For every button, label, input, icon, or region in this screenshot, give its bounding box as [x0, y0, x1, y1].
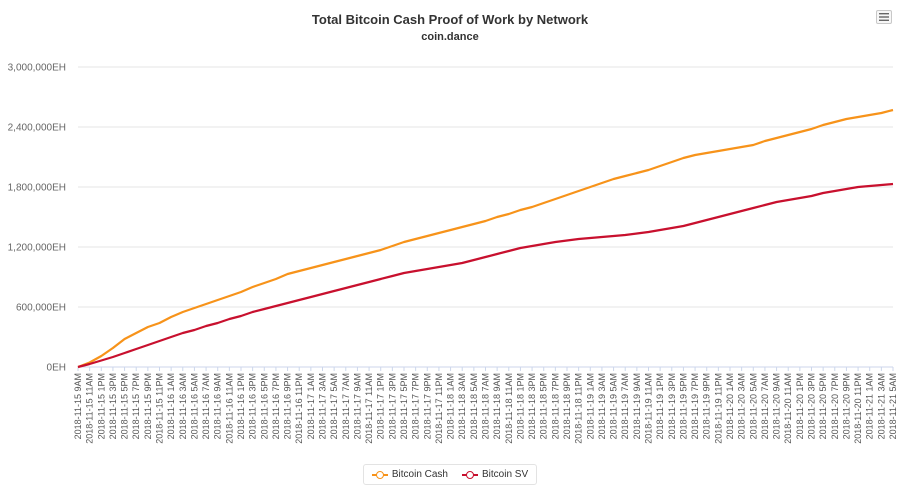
x-tick-label: 2018-11-16 1PM: [236, 373, 246, 439]
x-tick-label: 2018-11-19 11PM: [713, 373, 723, 444]
x-tick-label: 2018-11-19 7AM: [620, 373, 630, 439]
x-tick-label: 2018-11-21 1AM: [865, 373, 875, 439]
x-tick-label: 2018-11-15 9AM: [73, 373, 83, 439]
legend-label: Bitcoin Cash: [391, 469, 448, 480]
x-tick-label: 2018-11-18 9AM: [492, 373, 502, 439]
x-tick-label: 2018-11-17 3PM: [387, 373, 397, 439]
x-tick-label: 2018-11-16 5AM: [189, 373, 199, 439]
grid-lines: [78, 66, 893, 368]
y-tick-label: 2,400,000EH: [8, 123, 66, 134]
chart-menu-button[interactable]: [876, 10, 892, 24]
x-tick-label: 2018-11-20 3AM: [737, 373, 747, 439]
x-tick-label: 2018-11-19 7PM: [690, 373, 700, 439]
x-tick-label: 2018-11-17 7AM: [341, 373, 351, 439]
x-tick-label: 2018-11-18 1PM: [515, 373, 525, 439]
x-tick-label: 2018-11-16 5PM: [259, 373, 269, 439]
y-tick-label: 1,200,000EH: [8, 243, 66, 254]
x-tick-label: 2018-11-20 5PM: [818, 373, 828, 439]
x-tick-label: 2018-11-18 11AM: [504, 373, 514, 444]
x-tick-label: 2018-11-20 7AM: [760, 373, 770, 439]
x-tick-label: 2018-11-16 11PM: [294, 373, 304, 444]
x-tick-label: 2018-11-19 5PM: [678, 373, 688, 439]
x-tick-label: 2018-11-21 3AM: [876, 373, 886, 439]
y-tick-label: 0EH: [47, 363, 66, 374]
x-tick-label: 2018-11-19 11AM: [644, 373, 654, 444]
hamburger-menu-icon: [879, 13, 889, 21]
x-tick-label: 2018-11-18 3AM: [457, 373, 467, 439]
x-tick-label: 2018-11-16 3AM: [178, 373, 188, 439]
x-tick-label: 2018-11-15 11PM: [155, 373, 165, 444]
x-tick-label: 2018-11-17 1PM: [376, 373, 386, 439]
x-tick-label: 2018-11-20 11AM: [783, 373, 793, 444]
x-axis-ticks: 2018-11-15 9AM 2018-11-15 11AM 2018-11-15 …: [73, 367, 898, 444]
legend-label: Bitcoin SV: [482, 469, 529, 480]
x-tick-label: 2018-11-20 1AM: [725, 373, 735, 439]
x-tick-label: 2018-11-20 9AM: [772, 373, 782, 439]
legend-item-bitcoin-sv[interactable]: Bitcoin SV: [462, 469, 528, 480]
x-tick-label: 2018-11-18 9PM: [562, 373, 572, 439]
legend-symbol-icon: [462, 470, 478, 480]
x-tick-label: 2018-11-20 7PM: [830, 373, 840, 439]
legend-symbol-icon: [371, 470, 388, 480]
x-tick-label: 2018-11-19 9PM: [702, 373, 712, 439]
x-tick-label: 2018-11-18 11PM: [574, 373, 584, 444]
x-tick-label: 2018-11-21 5AM: [888, 373, 898, 439]
x-tick-label: 2018-11-15 3PM: [108, 373, 118, 439]
x-tick-label: 2018-11-19 3AM: [597, 373, 607, 439]
x-tick-label: 2018-11-16 3PM: [248, 373, 258, 439]
x-tick-label: 2018-11-19 1PM: [655, 373, 665, 439]
x-tick-label: 2018-11-18 5AM: [469, 373, 479, 439]
series-lines: [77, 108, 894, 369]
x-tick-label: 2018-11-18 5PM: [539, 373, 549, 439]
x-tick-label: 2018-11-18 7PM: [550, 373, 560, 439]
x-tick-label: 2018-11-20 11PM: [853, 373, 863, 444]
x-tick-label: 2018-11-19 9AM: [632, 373, 642, 439]
x-tick-label: 2018-11-15 5PM: [120, 373, 130, 439]
chart-title: Total Bitcoin Cash Proof of Work by Netw…: [311, 12, 589, 27]
x-tick-label: 2018-11-19 1AM: [585, 373, 595, 439]
x-tick-label: 2018-11-20 5AM: [748, 373, 758, 439]
x-tick-label: 2018-11-17 3AM: [318, 373, 328, 439]
legend-item-bitcoin-cash[interactable]: Bitcoin Cash: [371, 469, 448, 480]
chart-subtitle: coin.dance: [421, 31, 479, 43]
x-tick-label: 2018-11-17 11AM: [364, 373, 374, 444]
series-line-bitcoin-cash[interactable]: [77, 108, 894, 369]
x-tick-label: 2018-11-17 9PM: [422, 373, 432, 439]
x-tick-label: 2018-11-15 1PM: [96, 373, 106, 439]
x-tick-label: 2018-11-19 5AM: [609, 373, 619, 439]
x-tick-label: 2018-11-17 5PM: [399, 373, 409, 439]
y-tick-label: 600,000EH: [16, 303, 66, 314]
x-tick-label: 2018-11-17 5AM: [329, 373, 339, 439]
y-tick-label: 3,000,000EH: [8, 63, 66, 74]
x-tick-label: 2018-11-20 9PM: [841, 373, 851, 439]
x-tick-label: 2018-11-16 1AM: [166, 373, 176, 439]
x-tick-label: 2018-11-17 11PM: [434, 373, 444, 444]
x-tick-label: 2018-11-19 3PM: [667, 373, 677, 439]
x-tick-label: 2018-11-17 7PM: [411, 373, 421, 439]
x-tick-label: 2018-11-17 9AM: [352, 373, 362, 439]
x-tick-label: 2018-11-15 7PM: [131, 373, 141, 439]
x-tick-label: 2018-11-17 1AM: [306, 373, 316, 439]
x-tick-label: 2018-11-16 11AM: [224, 373, 234, 444]
x-tick-label: 2018-11-16 9AM: [213, 373, 223, 439]
x-tick-label: 2018-11-18 7AM: [481, 373, 491, 439]
x-tick-label: 2018-11-16 7AM: [201, 373, 211, 439]
x-tick-label: 2018-11-16 9PM: [283, 373, 293, 439]
x-tick-label: 2018-11-18 3PM: [527, 373, 537, 439]
x-tick-label: 2018-11-20 3PM: [807, 373, 817, 439]
x-tick-label: 2018-11-18 1AM: [446, 373, 456, 439]
x-tick-label: 2018-11-15 11AM: [85, 373, 95, 444]
y-tick-label: 1,800,000EH: [8, 183, 66, 194]
x-tick-label: 2018-11-16 7PM: [271, 373, 281, 439]
series-line-bitcoin-sv[interactable]: [77, 182, 894, 369]
y-axis-ticks: 0EH 600,000EH 1,200,000EH 1,800,000EH 2,400,…: [8, 63, 66, 374]
x-tick-label: 2018-11-20 1PM: [795, 373, 805, 439]
x-tick-label: 2018-11-15 9PM: [143, 373, 153, 439]
legend: Bitcoin Cash Bitcoin SV: [0, 464, 900, 485]
